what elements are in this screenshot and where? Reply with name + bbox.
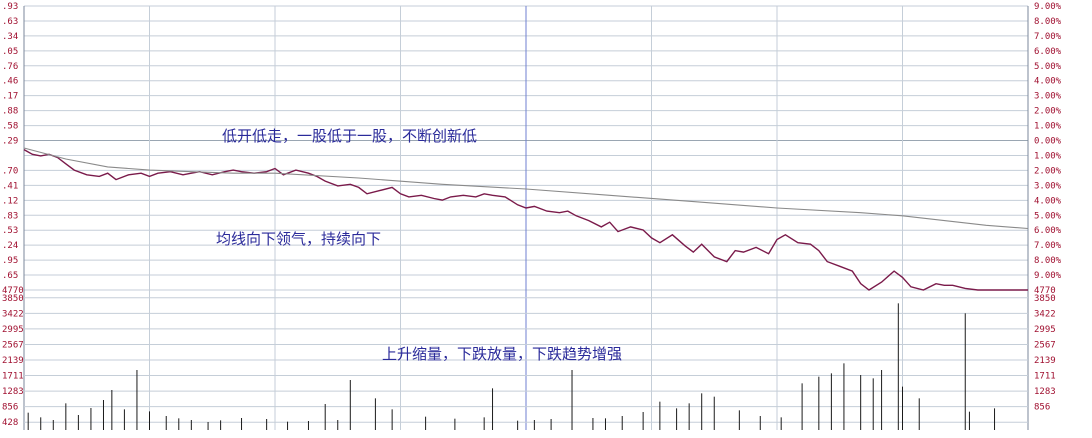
left-volume-tick-label: 1283 — [2, 387, 24, 397]
right-volume-tick-label: 3850 — [1034, 294, 1056, 304]
left-tick-label: .76 — [2, 62, 18, 72]
left-tick-label: .17 — [2, 92, 18, 102]
right-volume-tick-label: 2995 — [1034, 325, 1056, 335]
right-tick-label: 2.00% — [1034, 107, 1062, 117]
left-tick-label: .29 — [2, 137, 18, 147]
right-volume-tick-label: 1711 — [1034, 372, 1056, 382]
left-tick-label: .05 — [2, 47, 18, 57]
right-tick-label: 4.00% — [1034, 77, 1062, 87]
right-tick-label: 3.00% — [1034, 92, 1062, 102]
left-tick-label: .65 — [2, 271, 18, 281]
price-grid — [23, 5, 1029, 430]
left-tick-label: 4770 — [2, 286, 24, 296]
right-tick-label: 8.00% — [1034, 256, 1062, 266]
right-tick-label: 4.00% — [1034, 196, 1062, 206]
left-tick-label: .83 — [2, 211, 18, 221]
price-lines — [23, 147, 1029, 291]
left-tick-label: .12 — [2, 196, 18, 206]
right-tick-label: 6.00% — [1034, 47, 1062, 57]
left-tick-label: .24 — [2, 241, 18, 251]
right-volume-axis: 3850 3422 2995 2567 2139 1711 1283 856 — [1034, 294, 1056, 413]
left-tick-label: .70 — [2, 166, 18, 176]
right-tick-label: 4770 — [1034, 286, 1056, 296]
right-volume-tick-label: 1283 — [1034, 387, 1056, 397]
right-tick-label: 2.00% — [1034, 166, 1062, 176]
right-volume-tick-label: 856 — [1034, 403, 1050, 413]
left-tick-label: .95 — [2, 256, 18, 266]
left-price-axis: .93 .63 .34 .05 .76 .46 .17 .88 .58 .29 .70 .41 .12.… — [2, 2, 24, 296]
left-tick-label: .63 — [2, 17, 18, 27]
right-tick-label: 1.00% — [1034, 122, 1062, 132]
right-tick-label: 5.00% — [1034, 211, 1062, 221]
left-volume-tick-label: 2995 — [2, 325, 24, 335]
right-volume-tick-label: 3422 — [1034, 309, 1056, 319]
left-volume-tick-label: 856 — [2, 403, 18, 413]
right-tick-label: 7.00% — [1034, 32, 1062, 42]
average-price-line — [23, 147, 1029, 230]
price-line — [23, 148, 1028, 291]
volume-bars — [27, 303, 996, 430]
left-volume-tick-label: 3422 — [2, 309, 24, 319]
left-tick-label: .88 — [2, 107, 18, 117]
left-volume-tick-label: 2139 — [2, 356, 24, 366]
right-tick-label: 8.00% — [1034, 17, 1062, 27]
left-tick-label: .46 — [2, 77, 18, 87]
annotation-low-open: 低开低走，一股低于一股，不断创新低 — [222, 127, 477, 145]
right-tick-label: 7.00% — [1034, 241, 1062, 251]
right-percent-axis: 9.00% 8.00% 7.00% 6.00% 5.00% 4.00% 3.00% 2.00%… — [1034, 2, 1062, 296]
right-tick-label: 3.00% — [1034, 181, 1062, 191]
right-tick-label: 9.00% — [1034, 271, 1062, 281]
right-tick-label: 5.00% — [1034, 62, 1062, 72]
left-tick-label: .93 — [2, 2, 18, 12]
left-volume-tick-label: 2567 — [2, 340, 24, 350]
right-tick-label: 6.00% — [1034, 226, 1062, 236]
right-tick-label: 9.00% — [1034, 2, 1062, 12]
right-tick-label: 0.00% — [1034, 137, 1062, 147]
left-tick-label: .53 — [2, 226, 18, 236]
right-volume-tick-label: 2567 — [1034, 340, 1056, 350]
left-volume-tick-label: 428 — [2, 418, 18, 428]
right-tick-label: 1.00% — [1034, 151, 1062, 161]
left-tick-label: .58 — [2, 122, 18, 132]
annotation-average-line: 均线向下领气，持续向下 — [216, 230, 381, 248]
left-volume-axis: 3850 3422 2995 2567 2139 1711 1283 856 428 — [2, 294, 24, 428]
left-volume-tick-label: 1711 — [2, 372, 24, 382]
annotation-volume: 上升缩量，下跌放量，下跌趋势增强 — [382, 345, 622, 363]
left-tick-label: .41 — [2, 181, 18, 191]
right-volume-tick-label: 2139 — [1034, 356, 1056, 366]
left-volume-tick-label: 3850 — [2, 294, 24, 304]
left-tick-label: .34 — [2, 32, 18, 42]
